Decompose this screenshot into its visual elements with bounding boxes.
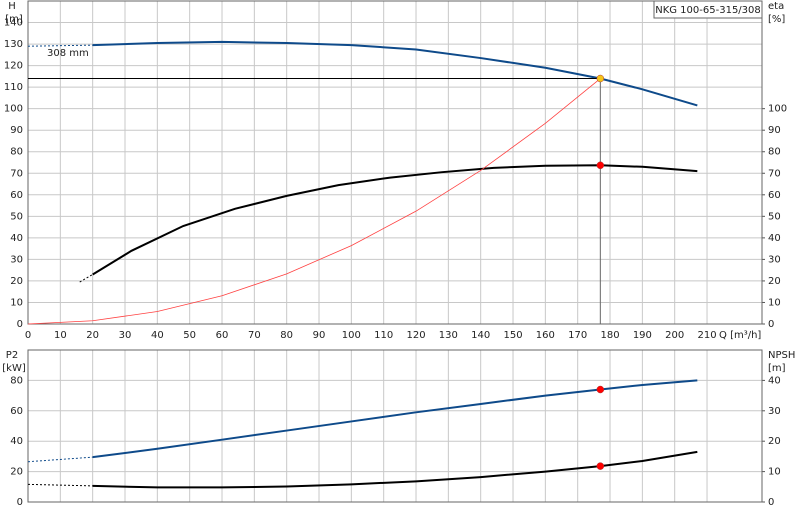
- y-tick-label: 80: [10, 375, 23, 386]
- x-tick-label: 20: [86, 330, 99, 341]
- x-label: Q [m³/h]: [719, 330, 761, 341]
- x-tick-label: 170: [568, 330, 587, 341]
- y-label: H: [8, 1, 16, 12]
- y-tick-label: 40: [10, 436, 23, 447]
- curve: [27, 483, 93, 487]
- y2-tick-label: 60: [768, 190, 781, 201]
- x-tick-label: 210: [697, 330, 716, 341]
- x-tick-label: 0: [25, 330, 31, 341]
- y2-tick-label: 30: [768, 254, 781, 265]
- y2-tick-label: 10: [768, 467, 781, 478]
- y2-tick-label: 0: [768, 319, 774, 330]
- y-tick-label: 140: [4, 18, 23, 29]
- y-tick-label: 100: [4, 104, 23, 115]
- curve: [92, 164, 698, 276]
- y-tick-label: 120: [4, 61, 23, 72]
- y-tick-label: 40: [10, 233, 23, 244]
- x-tick-label: 90: [313, 330, 326, 341]
- y2-tick-label: 90: [768, 125, 781, 136]
- y-tick-label: 110: [4, 82, 23, 93]
- y-tick-label: 60: [10, 190, 23, 201]
- y-tick-label: 50: [10, 211, 23, 222]
- y2-tick-label: 0: [768, 497, 774, 508]
- y2-tick-label: 20: [768, 436, 781, 447]
- plot-frame: [27, 0, 763, 325]
- curve: [27, 456, 93, 463]
- y2-label: NPSH: [768, 350, 795, 361]
- x-tick-label: 30: [119, 330, 132, 341]
- x-tick-label: 110: [374, 330, 393, 341]
- x-tick-label: 40: [151, 330, 164, 341]
- x-tick-label: 70: [248, 330, 261, 341]
- y-tick-label: 70: [10, 168, 23, 179]
- duty-point: [596, 385, 605, 394]
- y-tick-label: 0: [17, 319, 23, 330]
- x-tick-label: 120: [406, 330, 425, 341]
- y-unit: [m]: [5, 14, 23, 25]
- duty-point: [596, 462, 605, 470]
- y-unit: [kW]: [2, 363, 26, 374]
- x-tick-label: 140: [471, 330, 490, 341]
- duty-point: [596, 74, 605, 83]
- x-tick-label: 200: [665, 330, 684, 341]
- chart-title: NKG 100-65-315/308: [655, 5, 761, 16]
- y2-tick-label: 20: [768, 276, 781, 287]
- x-tick-label: 80: [280, 330, 293, 341]
- x-tick-label: 10: [54, 330, 67, 341]
- title-box: [653, 0, 763, 19]
- plot-frame: [27, 349, 763, 503]
- y2-tick-label: 40: [768, 233, 781, 244]
- y2-tick-label: 70: [768, 168, 781, 179]
- y-tick-label: 90: [10, 125, 23, 136]
- x-tick-label: 60: [216, 330, 229, 341]
- curve-annotation: 308 mm: [47, 48, 89, 59]
- y2-tick-label: 30: [768, 406, 781, 417]
- y-tick-label: 0: [17, 497, 23, 508]
- x-tick-label: 100: [342, 330, 361, 341]
- y-tick-label: 20: [10, 276, 23, 287]
- y-tick-label: 10: [10, 297, 23, 308]
- y2-tick-label: 80: [768, 147, 781, 158]
- curve: [27, 44, 93, 47]
- y2-tick-label: 100: [768, 104, 787, 115]
- y2-unit: [%]: [768, 14, 785, 25]
- y2-tick-label: 40: [768, 375, 781, 386]
- y-tick-label: 60: [10, 406, 23, 417]
- y-tick-label: 130: [4, 39, 23, 50]
- y2-tick-label: 10: [768, 297, 781, 308]
- y-tick-label: 80: [10, 147, 23, 158]
- x-tick-label: 50: [183, 330, 196, 341]
- curve: [92, 450, 698, 489]
- x-tick-label: 160: [536, 330, 555, 341]
- y-tick-label: 20: [10, 467, 23, 478]
- curve: [92, 379, 698, 459]
- y-label: P2: [6, 350, 18, 361]
- y2-tick-label: 50: [768, 211, 781, 222]
- curve: [79, 274, 93, 283]
- x-tick-label: 180: [600, 330, 619, 341]
- x-tick-label: 130: [439, 330, 458, 341]
- curve: [92, 40, 698, 107]
- y2-unit: [m]: [768, 363, 786, 374]
- y-tick-label: 30: [10, 254, 23, 265]
- x-tick-label: 190: [633, 330, 652, 341]
- duty-point: [596, 161, 605, 170]
- curve: [27, 78, 601, 325]
- y2-label: eta: [768, 1, 784, 12]
- x-tick-label: 150: [503, 330, 522, 341]
